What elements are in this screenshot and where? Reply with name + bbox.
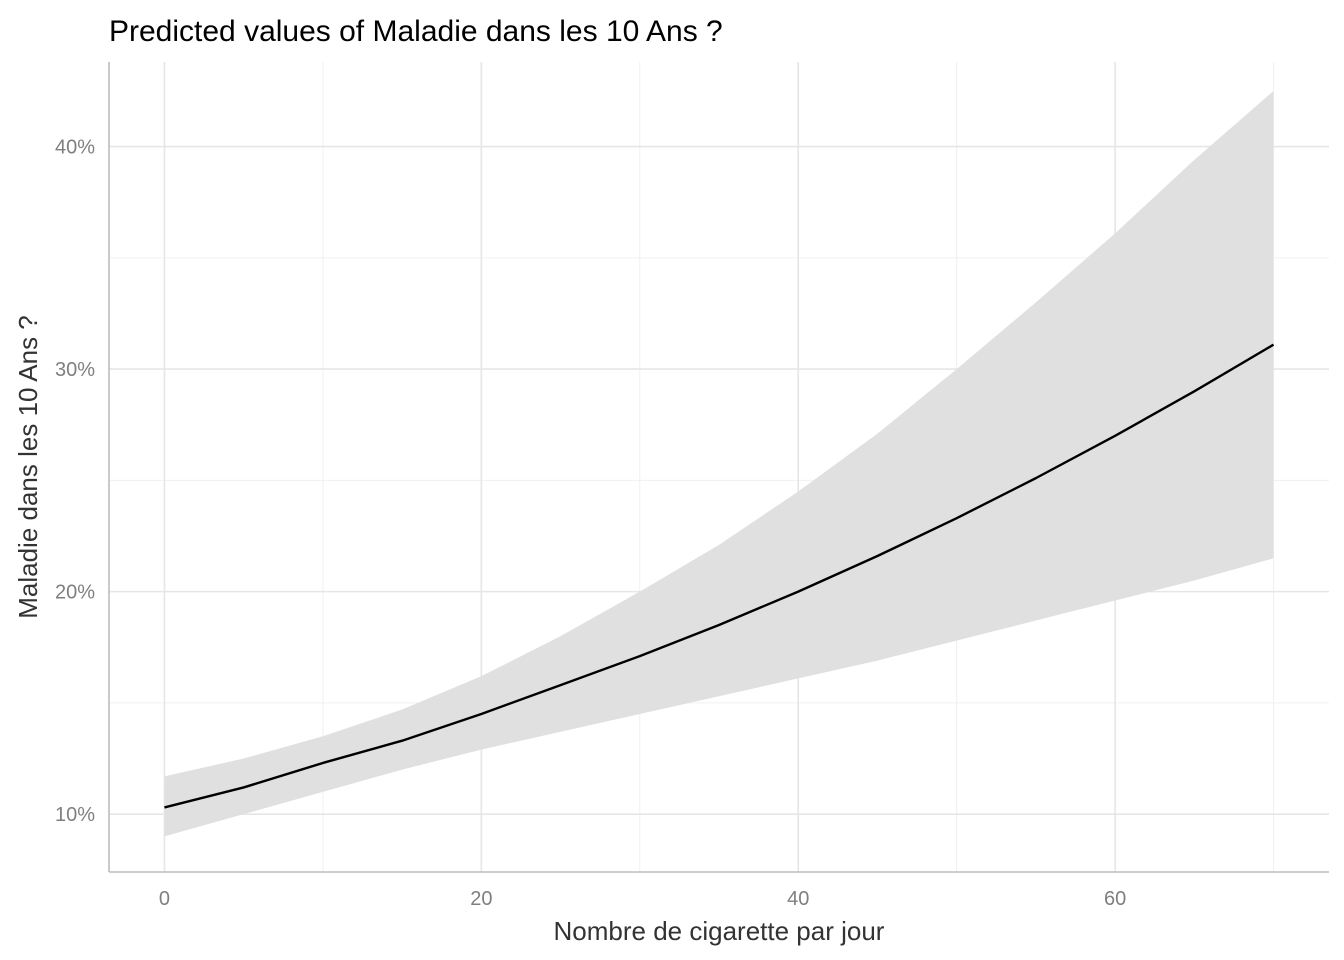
prediction-line (164, 343, 1275, 809)
x-tick-label: 60 (1104, 888, 1126, 910)
y-tick-label: 30% (55, 359, 95, 381)
y-tick-label: 20% (55, 582, 95, 604)
x-tick-label: 20 (470, 888, 492, 910)
y-tick-label: 10% (55, 804, 95, 826)
x-tick-labels: 0 20 40 60 (159, 888, 1126, 910)
x-tick-label: 0 (159, 888, 170, 910)
confidence-band (164, 90, 1274, 837)
y-tick-label: 40% (55, 137, 95, 159)
confidence-band-layer (164, 90, 1274, 837)
x-tick-label: 40 (787, 888, 809, 910)
y-tick-labels: 10% 20% 30% 40% (55, 137, 95, 827)
axes (108, 62, 1329, 873)
x-axis-title: Nombre de cigarette par jour (554, 916, 885, 946)
y-axis-title: Maladie dans les 10 Ans ? (13, 315, 43, 619)
chart-title: Predicted values of Maladie dans les 10 … (109, 15, 723, 48)
prediction-line-layer (164, 343, 1275, 809)
